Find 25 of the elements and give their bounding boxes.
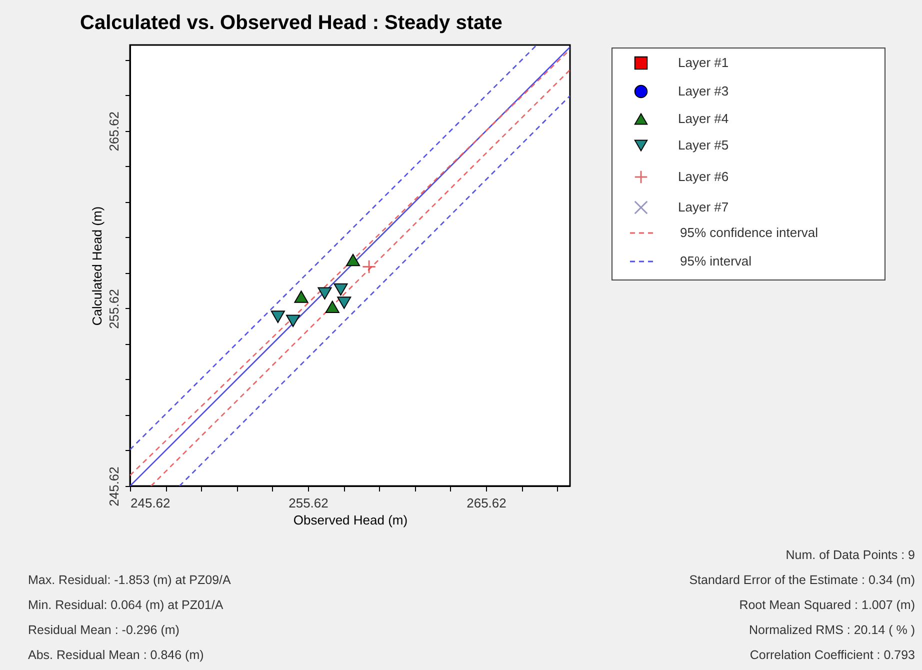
x-tick-label: 265.62 xyxy=(466,496,506,510)
text: Root Mean Squared : 1.007 (m) xyxy=(739,598,915,612)
legend-label: 95% interval xyxy=(680,254,752,268)
chart-title: Calculated vs. Observed Head : Steady state xyxy=(80,12,502,34)
x-tick-label: 255.62 xyxy=(288,496,328,510)
text: Normalized RMS : 20.14 ( % ) xyxy=(748,623,915,637)
text: Num. of Data Points : 9 xyxy=(786,548,916,562)
x-axis-title: Observed Head (m) xyxy=(293,512,408,528)
text: Abs. Residual Mean : 0.846 (m) xyxy=(28,648,204,662)
legend-label: Layer #4 xyxy=(678,111,729,126)
y-tick-label: 255.62 xyxy=(106,289,122,329)
legend-label: 95% confidence interval xyxy=(680,225,818,240)
legend-label: Layer #3 xyxy=(678,84,729,98)
y-tick-label: 265.62 xyxy=(106,112,122,152)
x-tick-label: 245.62 xyxy=(130,496,170,510)
text: Residual Mean : -0.296 (m) xyxy=(28,623,180,637)
legend-label: Layer #5 xyxy=(678,138,729,152)
legend-label: Layer #7 xyxy=(678,200,729,214)
text: Correlation Coefficient : 0.793 xyxy=(750,648,916,662)
y-axis-title: Calculated Head (m) xyxy=(90,206,104,326)
text: Max. Residual: -1.853 (m) at PZ09/A xyxy=(28,573,232,587)
text: Standard Error of the Estimate : 0.34 (m) xyxy=(689,573,915,587)
legend-label: Layer #6 xyxy=(678,169,729,184)
text: Min. Residual: 0.064 (m) at PZ01/A xyxy=(28,598,224,612)
legend-label: Layer #1 xyxy=(678,55,729,70)
